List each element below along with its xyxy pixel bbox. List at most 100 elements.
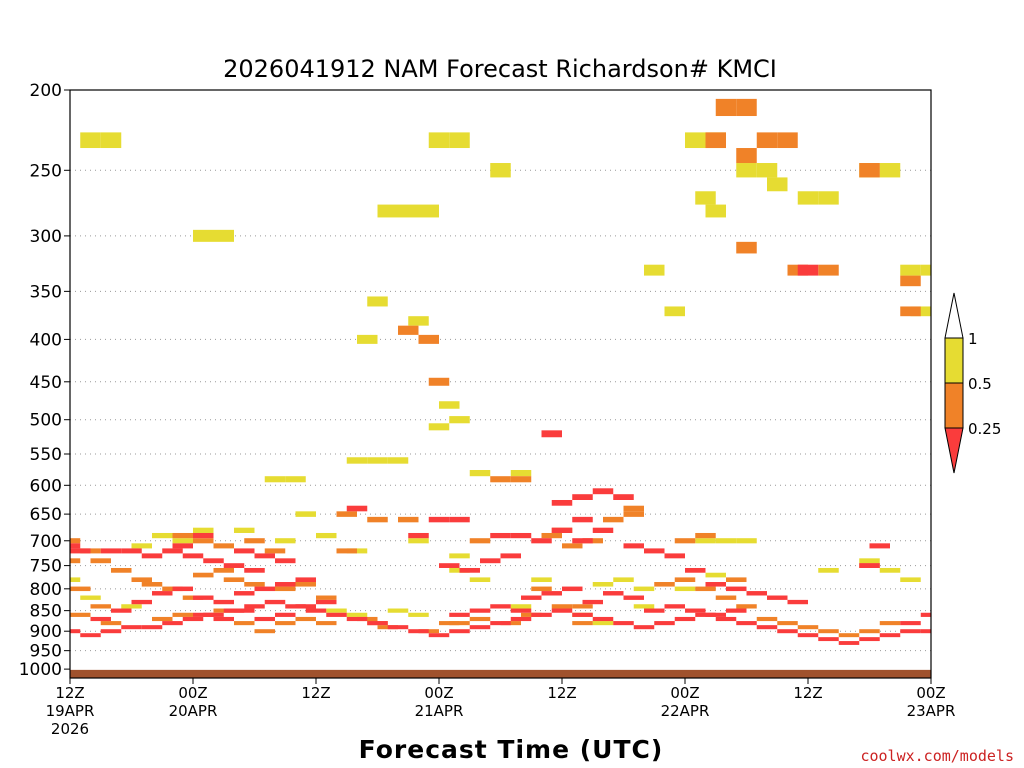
heatmap-cell <box>623 511 644 517</box>
heatmap-cell <box>633 586 655 592</box>
heatmap-cell <box>275 621 296 626</box>
heatmap-cell <box>172 538 193 544</box>
heatmap-cell <box>695 532 716 539</box>
y-tick-label: 200 <box>30 81 62 101</box>
heatmap-cell <box>562 586 583 592</box>
heatmap-cell <box>654 582 675 587</box>
heatmap-cell <box>111 608 132 613</box>
heatmap-cell <box>490 532 511 539</box>
heatmap-cell <box>664 553 685 559</box>
cells-yellow <box>70 132 931 626</box>
heatmap-cell <box>726 577 747 583</box>
heatmap-cell <box>316 621 337 626</box>
heatmap-cell <box>234 591 255 596</box>
heatmap-cell <box>141 582 163 587</box>
heatmap-cell <box>408 538 429 544</box>
heatmap-cell <box>685 567 706 573</box>
heatmap-cell <box>70 629 81 634</box>
x-axis-label: Forecast Time (UTC) <box>359 735 664 764</box>
heatmap-cell <box>193 532 214 539</box>
heatmap-cell <box>213 616 234 622</box>
heatmap-cell <box>449 553 470 559</box>
heatmap-cell <box>111 567 132 573</box>
heatmap-cell <box>193 612 214 617</box>
heatmap-cell <box>613 577 634 583</box>
heatmap-cell <box>715 538 737 544</box>
heatmap-cell <box>920 264 931 276</box>
y-tick-label: 550 <box>30 445 62 465</box>
heatmap-cell <box>316 532 337 539</box>
heatmap-cell <box>736 621 757 626</box>
y-tick-label: 1000 <box>19 660 62 680</box>
heatmap-cell <box>644 264 665 276</box>
heatmap-cell <box>90 604 111 609</box>
x-tick-label: 00Z <box>178 684 207 702</box>
heatmap-cell <box>510 616 532 622</box>
heatmap-cell <box>70 538 81 544</box>
heatmap-cell <box>203 558 224 564</box>
heatmap-cell <box>449 612 470 617</box>
heatmap-cell <box>346 616 368 622</box>
y-tick-label: 250 <box>30 161 62 181</box>
heatmap-cell <box>162 548 183 554</box>
heatmap-cell <box>572 604 593 609</box>
heatmap-cell <box>623 595 644 600</box>
heatmap-cell <box>172 586 193 592</box>
heatmap-cell <box>900 275 921 287</box>
heatmap-cell <box>244 567 265 573</box>
heatmap-cell <box>275 582 296 587</box>
heatmap-cell <box>439 621 460 626</box>
heatmap-cell <box>715 98 737 117</box>
heatmap-cell <box>900 629 921 634</box>
heatmap-cell <box>469 538 491 544</box>
y-tick-label: 350 <box>30 282 62 302</box>
heatmap-cell <box>900 621 921 626</box>
heatmap-cell <box>797 633 819 638</box>
heatmap-cell <box>367 457 388 464</box>
heatmap-cell <box>613 494 634 500</box>
heatmap-cell <box>131 577 152 583</box>
heatmap-cell <box>264 476 286 483</box>
heatmap-cell <box>418 334 439 344</box>
heatmap-cell <box>469 469 491 477</box>
heatmap-cell <box>767 595 788 600</box>
heatmap-cell <box>428 423 450 431</box>
heatmap-cell <box>859 563 880 568</box>
x-tick-label: 00Z <box>670 684 699 702</box>
heatmap-cell <box>439 563 460 568</box>
heatmap-cell <box>469 608 491 613</box>
heatmap-cell <box>100 132 122 149</box>
heatmap-cell <box>685 608 706 613</box>
heatmap-cell <box>715 616 737 622</box>
heatmap-cell <box>695 191 716 205</box>
heatmap-cell <box>182 616 204 622</box>
heatmap-cell <box>541 430 562 438</box>
heatmap-cell <box>756 163 778 178</box>
heatmap-cell <box>572 516 593 523</box>
heatmap-cell <box>70 548 91 554</box>
heatmap-cell <box>859 163 880 178</box>
heatmap-cell <box>531 538 552 544</box>
heatmap-cell <box>121 604 142 609</box>
x-tick-label: 20APR <box>169 702 218 720</box>
heatmap-cell <box>500 553 521 559</box>
heatmap-cell <box>326 612 347 617</box>
cells-red <box>70 264 931 645</box>
heatmap-cell <box>879 567 901 573</box>
heatmap-cell <box>295 604 316 609</box>
heatmap-cell <box>818 567 839 573</box>
heatmap-cell <box>408 629 429 634</box>
heatmap-cell <box>336 511 357 517</box>
heatmap-cell <box>510 604 532 609</box>
heatmap-cell <box>121 548 142 554</box>
y-tick-label: 650 <box>30 505 62 525</box>
heatmap-cell <box>172 543 193 549</box>
heatmap-cell <box>141 625 163 630</box>
y-tick-label: 700 <box>30 532 62 552</box>
heatmap-cell <box>80 132 101 149</box>
heatmap-cell <box>295 616 316 622</box>
heatmap-cell <box>234 621 255 626</box>
heatmap-cell <box>572 494 593 500</box>
heatmap-cell <box>305 608 327 613</box>
